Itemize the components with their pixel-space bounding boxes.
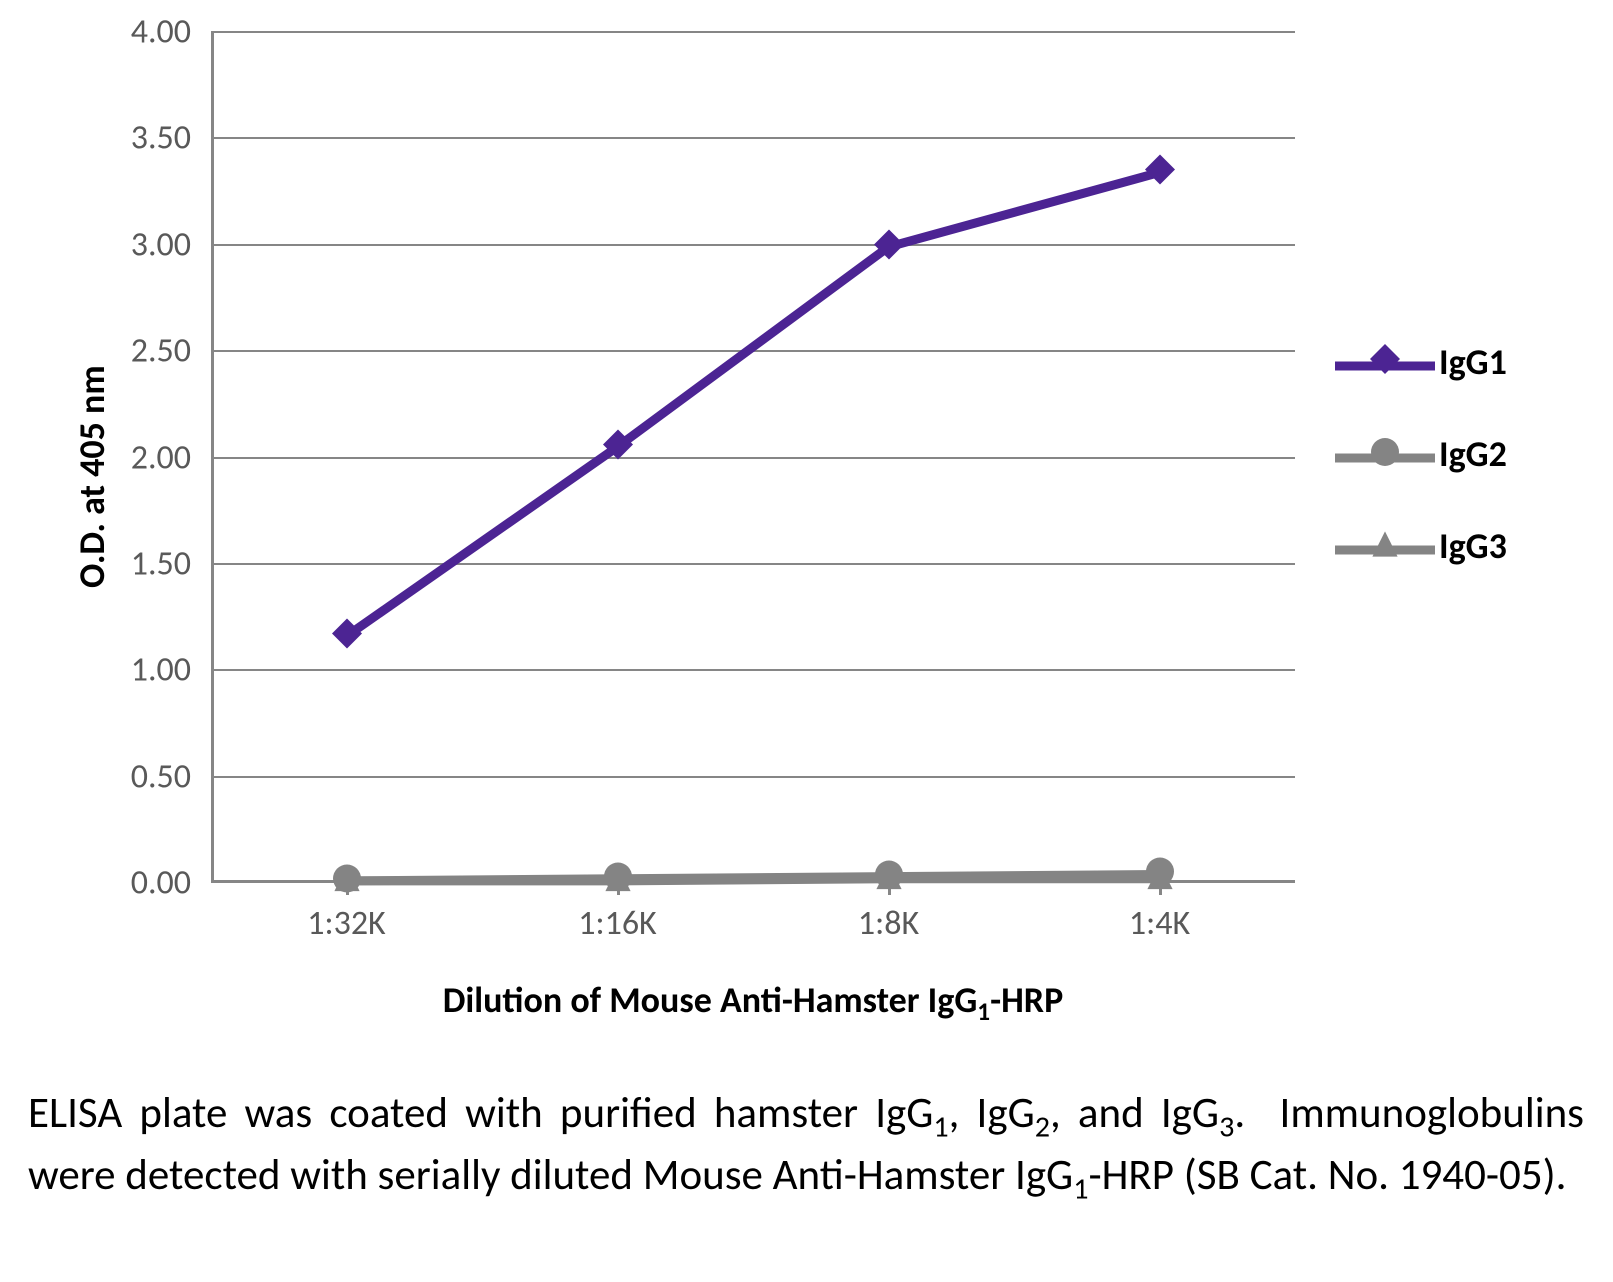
legend-label: IgG2: [1439, 432, 1507, 476]
marker-IgG1: [1145, 155, 1175, 190]
legend-label: IgG1: [1439, 340, 1507, 384]
marker-IgG1: [603, 429, 633, 464]
legend-label: IgG3: [1439, 524, 1507, 568]
legend-swatch: [1335, 439, 1435, 469]
marker-IgG3: [333, 864, 361, 897]
legend-item-IgG3: IgG3: [1335, 524, 1507, 568]
caption: ELISA plate was coated with purified ham…: [28, 1082, 1584, 1207]
series-line-IgG1: [347, 172, 1160, 636]
marker-IgG3: [875, 862, 903, 895]
legend-item-IgG1: IgG1: [1335, 340, 1507, 384]
legend: IgG1 IgG2 IgG3: [1335, 340, 1507, 616]
series-line-IgG3: [347, 879, 1160, 881]
marker-IgG1: [874, 229, 904, 264]
marker-IgG1: [332, 619, 362, 654]
legend-swatch: [1335, 347, 1435, 377]
marker-IgG3: [1146, 862, 1174, 895]
legend-item-IgG2: IgG2: [1335, 432, 1507, 476]
legend-swatch: [1335, 531, 1435, 561]
marker-IgG3: [604, 864, 632, 897]
